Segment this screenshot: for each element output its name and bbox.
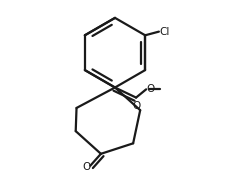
Text: O: O [132,101,140,111]
Text: O: O [82,162,91,172]
Text: Cl: Cl [159,27,169,37]
Text: O: O [146,84,154,94]
